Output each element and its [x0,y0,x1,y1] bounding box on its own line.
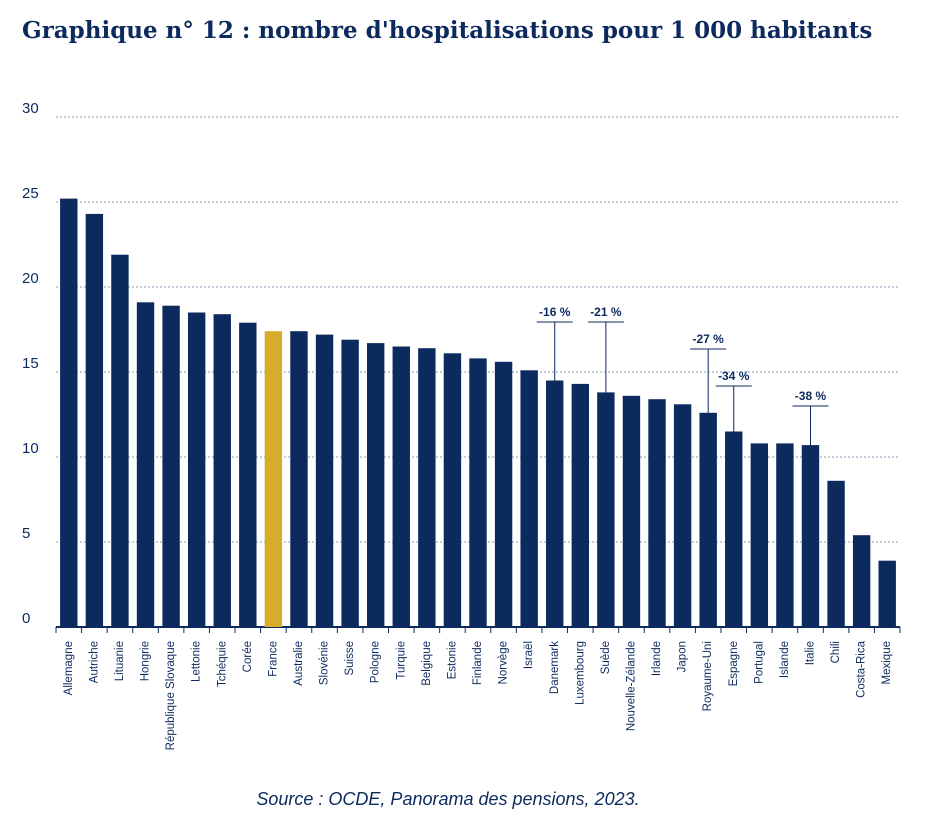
x-tick-label: Costa-Rica [856,640,868,697]
bar [597,392,615,627]
bar [162,305,180,627]
x-tick-label: Pologne [370,641,382,683]
bar [469,358,487,627]
x-tick-label: Corée [242,641,254,672]
x-tick-label: France [267,641,279,677]
bar [750,443,769,627]
x-tick-label: Finlande [472,641,484,685]
x-tick-label: Israël [523,641,535,669]
x-tick-label: Suisse [344,641,356,676]
bar [341,339,359,627]
bar [136,302,155,627]
x-tick-label: Portugal [753,641,765,684]
x-tick-label: Estonie [446,641,458,679]
x-tick-label: République Slovaque [165,641,177,750]
x-tick-label: Luxembourg [574,641,586,705]
x-tick-label: Hongrie [140,641,152,681]
bar [622,395,641,627]
bar [801,445,820,627]
annotation: -34 % [718,369,750,383]
source: Source : OCDE, Panorama des pensions, 20… [256,789,639,809]
x-tick-label: Mexique [881,641,893,684]
bar [494,361,513,627]
bar [571,383,589,627]
bar [648,399,666,627]
x-tick-label: Nouvelle-Zélande [625,641,637,731]
y-tick-label: 15 [22,355,39,372]
bar [546,380,564,627]
x-tick-label: Lituanie [114,641,126,681]
chart-title: Graphique n° 12 : nombre d'hospitalisati… [22,17,872,44]
x-tick-label: Allemagne [63,641,75,695]
x-tick-label: Royaume-Uni [702,641,714,711]
x-tick-label: Italie [805,641,817,665]
bar [673,404,692,627]
bar [443,353,462,627]
bar [852,535,871,627]
x-tick-label: Danemark [549,641,561,694]
bar [878,560,896,627]
bar [111,254,129,627]
annotation: -27 % [693,332,725,346]
bar [85,213,104,627]
y-tick-label: 5 [22,525,30,542]
bar [213,314,231,627]
bar [187,312,206,627]
annotation: -21 % [590,305,622,319]
annotation: -38 % [795,389,827,403]
x-tick-label: Tchéquie [216,641,228,687]
x-tick-label: Japon [677,641,689,672]
bar [776,443,794,627]
bar [699,412,717,627]
bar [315,334,334,627]
bar [520,370,538,627]
bar [290,331,308,627]
y-tick-label: 0 [22,610,30,627]
y-tick-label: 25 [22,185,39,202]
x-tick-label: Suède [600,641,612,674]
x-tick-label: Slovénie [319,641,331,685]
x-tick-label: Islande [779,641,791,678]
bar [60,198,78,627]
x-tick-label: Espagne [728,641,740,686]
x-tick-label: Norvège [498,641,510,684]
bar [392,346,410,627]
annotation: -16 % [539,305,571,319]
y-tick-label: 20 [22,270,39,287]
x-tick-label: Chili [830,641,842,663]
y-tick-label: 30 [22,100,39,117]
bar [264,331,283,627]
bar [725,431,743,627]
x-tick-label: Turquie [395,641,407,680]
bar [418,348,436,627]
y-tick-label: 10 [22,440,39,457]
bar [367,343,385,627]
x-tick-label: Lettonie [191,641,203,682]
x-tick-label: Autriche [88,641,100,683]
x-tick-label: Australie [293,641,305,686]
bar [827,480,845,627]
x-tick-label: Irlande [651,641,663,676]
x-tick-label: Belgique [421,641,433,686]
bar [239,322,257,627]
